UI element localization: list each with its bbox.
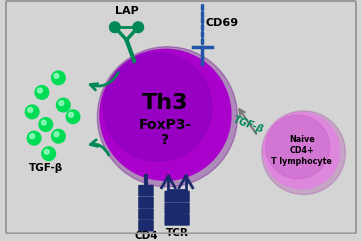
Circle shape bbox=[97, 47, 237, 187]
Circle shape bbox=[52, 71, 65, 85]
Text: Naive
CD4+
T lymphocyte: Naive CD4+ T lymphocyte bbox=[271, 135, 332, 166]
Circle shape bbox=[25, 105, 39, 119]
Circle shape bbox=[109, 22, 120, 33]
FancyBboxPatch shape bbox=[138, 220, 154, 232]
Circle shape bbox=[262, 111, 345, 194]
Text: LAP: LAP bbox=[115, 6, 138, 16]
FancyBboxPatch shape bbox=[138, 185, 154, 196]
Circle shape bbox=[59, 101, 64, 106]
Circle shape bbox=[104, 53, 212, 161]
Text: FoxP3-: FoxP3- bbox=[139, 118, 192, 132]
Circle shape bbox=[52, 129, 65, 143]
Circle shape bbox=[69, 112, 73, 117]
Circle shape bbox=[56, 98, 70, 112]
Text: Th3: Th3 bbox=[142, 93, 189, 113]
Circle shape bbox=[42, 147, 55, 161]
Text: CD69: CD69 bbox=[205, 18, 239, 28]
Circle shape bbox=[38, 88, 42, 93]
Text: TGF-β: TGF-β bbox=[29, 163, 63, 173]
FancyBboxPatch shape bbox=[164, 214, 190, 226]
Circle shape bbox=[133, 22, 144, 33]
FancyBboxPatch shape bbox=[164, 202, 190, 214]
Circle shape bbox=[28, 107, 33, 112]
Text: CD4: CD4 bbox=[134, 231, 158, 241]
Circle shape bbox=[27, 131, 41, 145]
Text: TGF-β: TGF-β bbox=[232, 114, 265, 135]
Circle shape bbox=[263, 112, 341, 190]
Text: ?: ? bbox=[161, 133, 169, 147]
Text: TCR: TCR bbox=[166, 228, 189, 238]
Circle shape bbox=[99, 49, 232, 181]
Circle shape bbox=[41, 120, 46, 125]
Circle shape bbox=[54, 74, 59, 78]
FancyBboxPatch shape bbox=[138, 196, 154, 208]
Circle shape bbox=[66, 110, 80, 124]
Circle shape bbox=[266, 115, 330, 179]
Circle shape bbox=[44, 149, 49, 154]
FancyBboxPatch shape bbox=[138, 208, 154, 220]
Circle shape bbox=[54, 132, 59, 137]
Circle shape bbox=[39, 118, 52, 131]
Circle shape bbox=[35, 86, 49, 99]
Circle shape bbox=[30, 134, 35, 139]
FancyBboxPatch shape bbox=[164, 191, 190, 202]
